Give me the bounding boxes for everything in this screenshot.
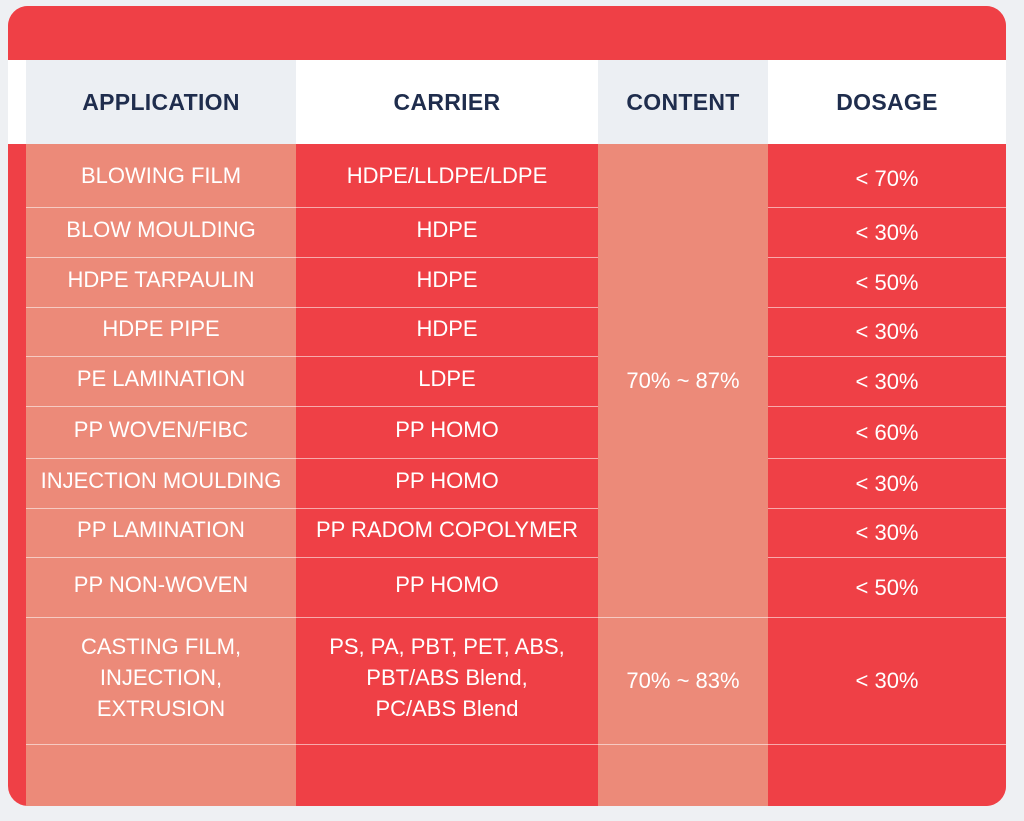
content-column	[598, 144, 768, 806]
application-column	[26, 144, 296, 806]
application-cell: HDPE PIPE	[102, 316, 220, 341]
content-cell: 70% ~ 83%	[626, 668, 740, 693]
carrier-cell: PP HOMO	[395, 467, 499, 493]
row-divider	[26, 557, 296, 558]
row-divider	[296, 508, 598, 509]
header-dosage: DOSAGE	[768, 60, 1006, 144]
application-cell: BLOW MOULDING	[66, 216, 256, 242]
row-divider	[768, 406, 1006, 407]
carrier-cell: HDPE	[416, 316, 478, 341]
application-cell: HDPE TARPAULIN	[67, 266, 255, 292]
header-application: APPLICATION	[26, 60, 296, 144]
row-divider	[296, 458, 598, 459]
dosage-cell: < 30%	[855, 219, 919, 245]
application-cell: INJECTION MOULDING	[40, 467, 282, 493]
row-divider	[296, 257, 598, 258]
dosage-cell: < 30%	[855, 319, 919, 344]
table-body: BLOWING FILM HDPE/LLDPE/LDPE < 70% BLOW MOU…	[8, 144, 1006, 806]
dosage-cell: < 50%	[855, 269, 919, 295]
row-divider	[296, 744, 598, 745]
table-frame: APPLICATION CARRIER CONTENT DOSAGE BLOWI…	[8, 6, 1006, 806]
application-cell: PE LAMINATION	[76, 365, 246, 391]
carrier-cell: PS, PA, PBT, PET, ABS, PBT/ABS Blend, PC/A…	[329, 634, 565, 721]
row-divider	[296, 207, 598, 208]
row-divider	[768, 557, 1006, 558]
row-divider	[598, 617, 768, 618]
row-divider	[296, 356, 598, 357]
top-band	[8, 6, 1006, 60]
row-divider	[26, 307, 296, 308]
dosage-column	[768, 144, 1006, 806]
dosage-cell: < 30%	[855, 520, 919, 545]
row-divider	[26, 356, 296, 357]
header-carrier: CARRIER	[296, 60, 598, 144]
carrier-cell: LDPE	[418, 365, 476, 391]
row-divider	[768, 617, 1006, 618]
row-divider	[26, 207, 296, 208]
row-divider	[26, 508, 296, 509]
row-divider	[296, 406, 598, 407]
dosage-cell: < 50%	[855, 574, 919, 600]
row-divider	[26, 406, 296, 407]
header-content: CONTENT	[598, 60, 768, 144]
row-divider	[768, 257, 1006, 258]
row-divider	[26, 617, 296, 618]
application-cell: PP WOVEN/FIBC	[73, 416, 249, 442]
row-divider	[296, 617, 598, 618]
row-divider	[768, 356, 1006, 357]
dosage-cell: < 60%	[855, 419, 919, 445]
row-divider	[26, 744, 296, 745]
row-divider	[296, 557, 598, 558]
carrier-cell: HDPE	[416, 266, 478, 292]
dosage-cell: < 30%	[855, 668, 919, 693]
row-divider	[598, 744, 768, 745]
row-divider	[26, 458, 296, 459]
content-cell: 70% ~ 87%	[626, 368, 740, 393]
carrier-cell: PP HOMO	[395, 571, 499, 597]
dosage-cell: < 30%	[855, 470, 919, 496]
carrier-cell: PP RADOM COPOLYMER	[315, 517, 578, 542]
row-divider	[768, 307, 1006, 308]
carrier-cell: HDPE	[416, 216, 478, 242]
application-cell: PP LAMINATION	[77, 517, 245, 542]
row-divider	[768, 744, 1006, 745]
carrier-cell: PP HOMO	[395, 416, 499, 442]
carrier-cell: HDPE/LLDPE/LDPE	[346, 163, 548, 188]
row-divider	[768, 508, 1006, 509]
dosage-cell: < 30%	[855, 368, 919, 394]
dosage-cell: < 70%	[855, 166, 919, 191]
row-divider	[26, 257, 296, 258]
application-cell: BLOWING FILM	[80, 163, 242, 188]
application-cell: PP NON-WOVEN	[73, 571, 249, 597]
application-cell: CASTING FILM, INJECTION, EXTRUSION	[80, 634, 242, 721]
table-header: APPLICATION CARRIER CONTENT DOSAGE	[8, 60, 1006, 144]
row-divider	[296, 307, 598, 308]
carrier-column	[296, 144, 598, 806]
row-divider	[768, 207, 1006, 208]
row-divider	[768, 458, 1006, 459]
